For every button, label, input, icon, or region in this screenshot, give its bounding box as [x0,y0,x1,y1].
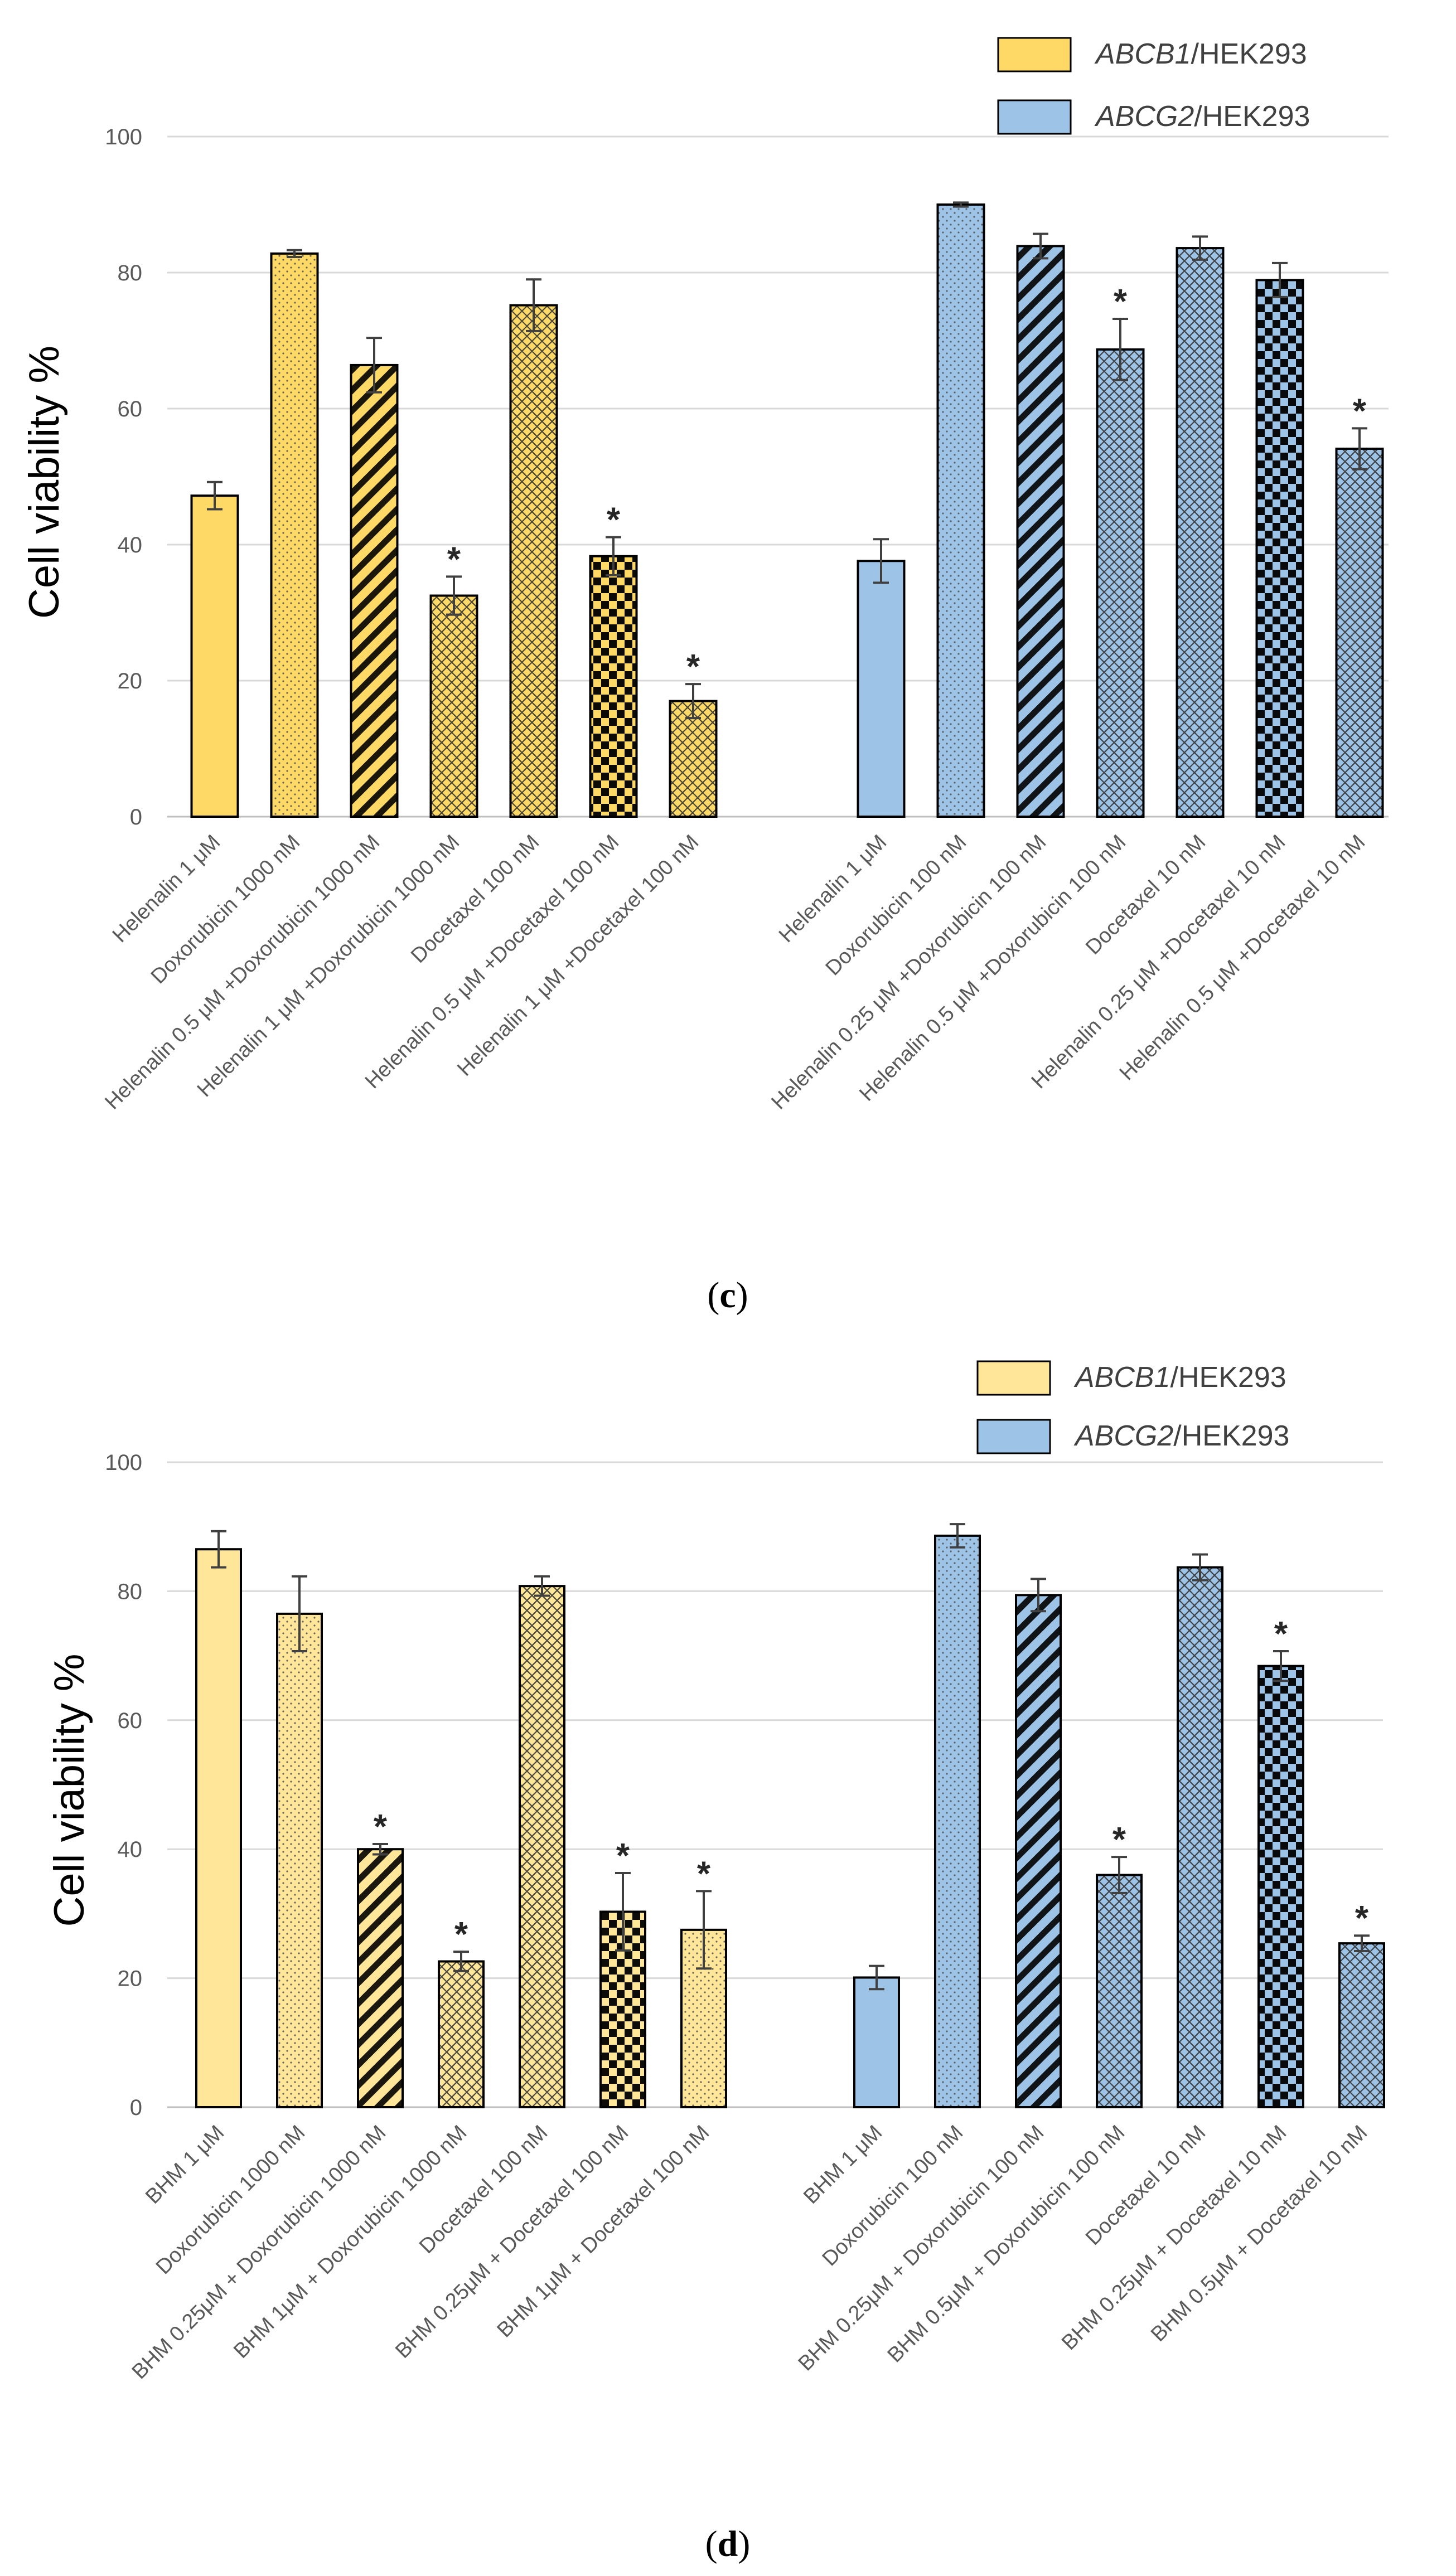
bar-pattern [935,1535,980,2107]
y-tick-label: 80 [118,261,143,285]
category-label: Doxorubicin 1000 nM [147,831,305,989]
category-label: Doxorubicin 1000 nM [152,2121,310,2279]
significance-marker: * [697,1855,711,1893]
significance-marker: * [454,1915,468,1954]
panel-label: (c) [707,1275,748,1316]
y-tick-label: 60 [118,1709,143,1733]
bar-pattern [1178,1567,1222,2107]
bar-pattern [1097,1875,1141,2107]
y-tick-label: 40 [118,533,143,557]
y-tick-label: 40 [118,1837,143,1862]
legend-gene: ABCG2 [1073,1420,1173,1452]
legend-gene: ABCB1 [1073,1361,1170,1394]
category-label: Doxorubicin 100 nM [818,2121,968,2271]
bar-pattern [1256,280,1303,817]
significance-marker: * [1353,392,1367,430]
bar-pattern [670,701,717,817]
legend-swatch [997,37,1072,72]
legend-gene: ABCB1 [1094,38,1191,70]
bar-pattern [1016,1595,1061,2107]
y-tick-label: 0 [130,805,142,829]
legend-gene: ABCG2 [1094,100,1194,133]
bar [191,496,238,817]
bar-pattern [1339,1943,1384,2107]
bar-pattern [590,556,637,817]
category-label: Helenalin 0.25 μM +Doxorubicin 100 nM [767,831,1051,1114]
panel-letter: d [718,2524,738,2564]
y-tick-label: 20 [118,1967,143,1991]
significance-marker: * [616,1837,630,1875]
significance-marker: * [686,648,700,686]
bar-pattern [358,1849,403,2107]
y-axis-label: Cell viability % [21,346,68,619]
bar-pattern [1097,349,1144,817]
chart-panel-c: 0 20 40 60 80 100 Cell viability % ABCB1/HEK293… [21,37,1389,1316]
bar-pattern [520,1586,564,2107]
bar-pattern [277,1613,322,2107]
y-tick-label: 100 [105,125,142,149]
y-tick-label: 100 [105,1450,142,1475]
y-tick-label: 0 [130,2095,142,2120]
legend-cell-line: /HEK293 [1194,100,1310,133]
bar-pattern [1017,246,1064,817]
legend-cell-line: /HEK293 [1170,1361,1286,1394]
panel-label: (d) [705,2524,751,2564]
category-label: BHM 1 μM [799,2121,887,2209]
category-label: Doxorubicin 100 nM [821,831,971,981]
legend-cell-line: /HEK293 [1173,1420,1289,1452]
y-tick-label: 60 [118,397,143,421]
legend-entry: ABCG2/HEK293 [1094,100,1310,133]
significance-marker: * [1112,1821,1126,1859]
bar-pattern [937,205,984,817]
legend-swatch [997,99,1072,135]
legend-entry: ABCB1/HEK293 [1073,1361,1286,1394]
bar-pattern [439,1961,483,2107]
category-label: BHM 1 μM [141,2121,229,2209]
bar [196,1549,241,2107]
legend-swatch [976,1360,1051,1396]
y-axis-label: Cell viability % [46,1654,93,1927]
chart-panel-d: 0 20 40 60 80 100 Cell viability % ABCB1/HEK293… [46,1360,1385,2564]
bar-pattern [430,595,477,817]
category-label: Helenalin 0.5 μM +Doxorubicin 1000 nM [100,831,384,1114]
legend-entry: ABCG2/HEK293 [1073,1420,1289,1452]
significance-marker: * [374,1808,388,1846]
bar-pattern [1259,1666,1303,2107]
bar-pattern [1177,248,1223,817]
y-tick-label: 20 [118,669,143,693]
significance-marker: * [447,540,461,579]
legend-entry: ABCB1/HEK293 [1094,38,1307,70]
legend-swatch [976,1419,1051,1454]
significance-marker: * [607,501,621,540]
bar [854,1977,899,2107]
significance-marker: * [1274,1615,1288,1653]
bar-pattern [510,305,557,817]
bar-pattern [271,253,318,817]
bar [858,561,904,817]
bar-pattern [1336,448,1383,817]
significance-marker: * [1355,1899,1369,1938]
bar-pattern [351,365,398,817]
panel-letter: c [719,1275,736,1316]
y-tick-label: 80 [118,1579,143,1604]
legend-cell-line: /HEK293 [1191,38,1307,70]
significance-marker: * [1114,283,1128,321]
